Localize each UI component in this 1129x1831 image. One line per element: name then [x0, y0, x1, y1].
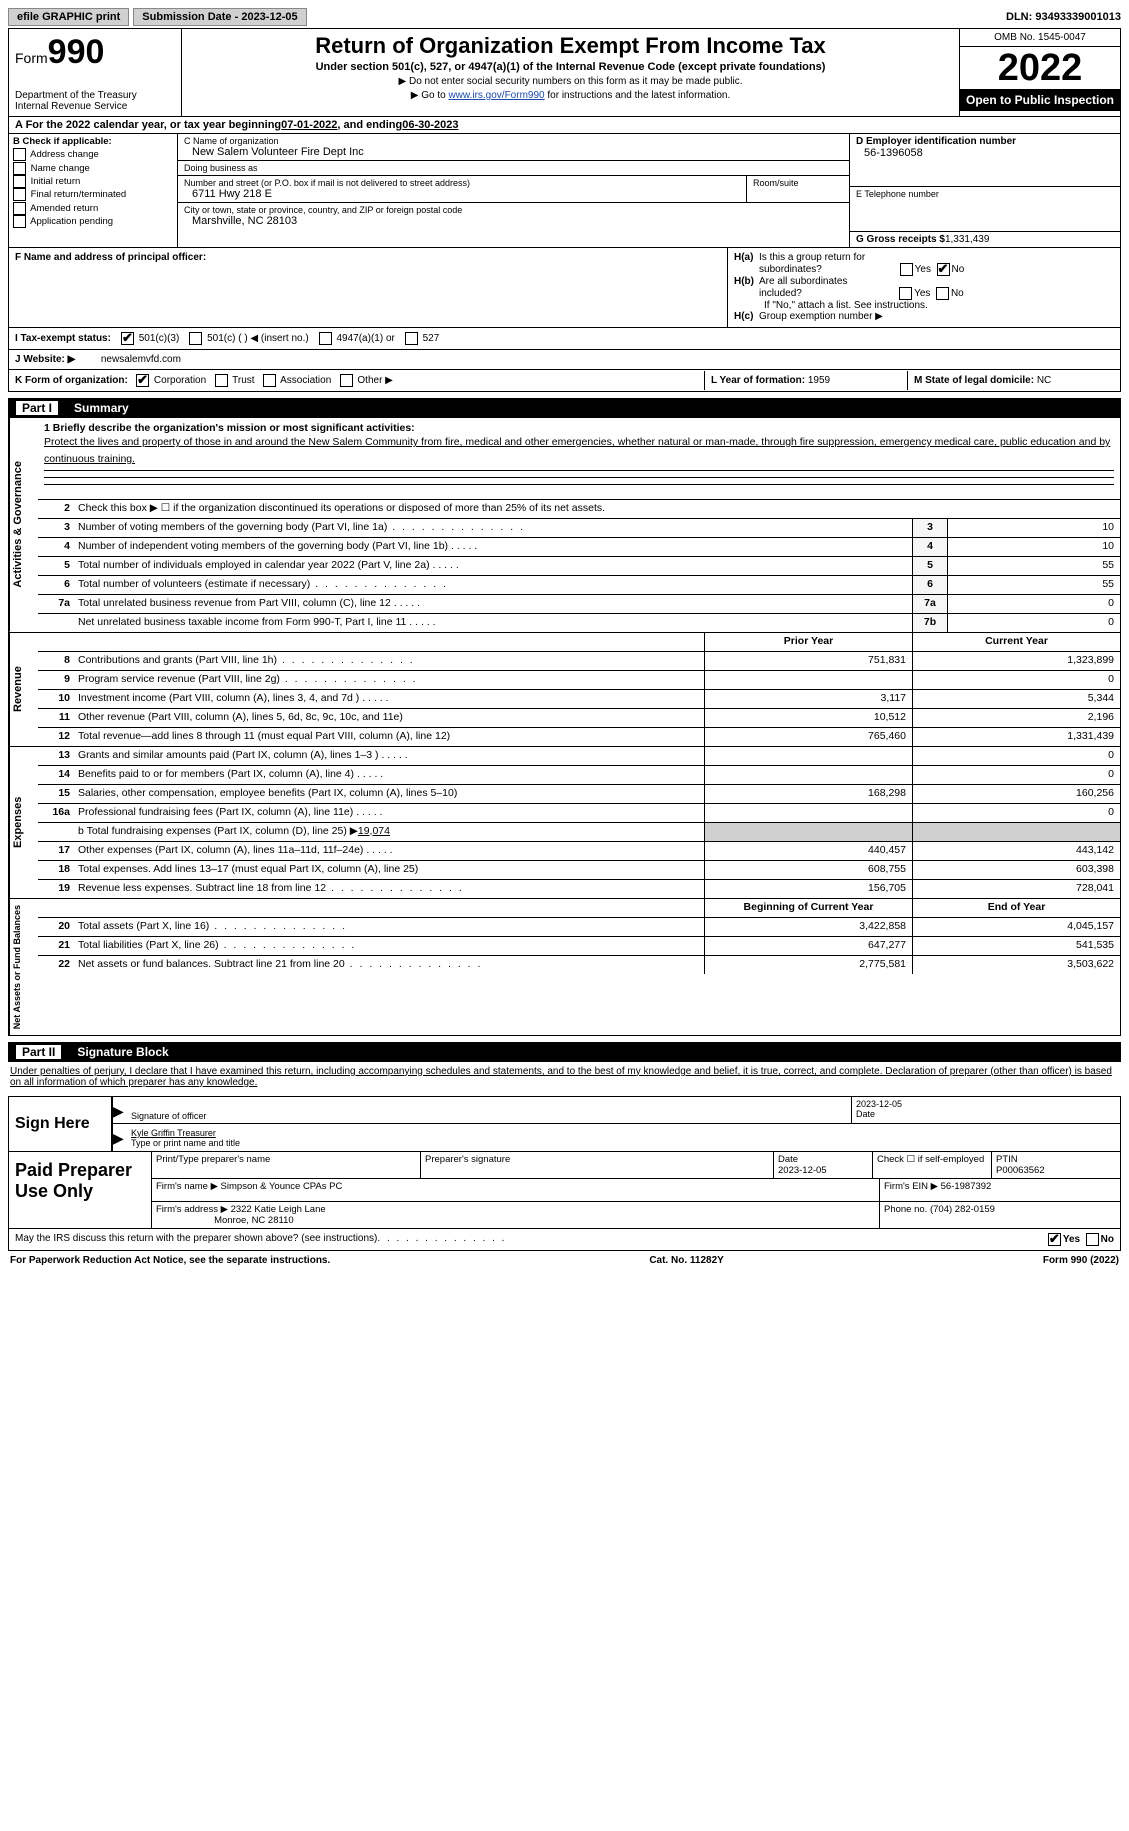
street: 6711 Hwy 218 E [184, 188, 740, 200]
revenue-section: Revenue Prior YearCurrent Year 8Contribu… [8, 633, 1121, 747]
sig-date: 2023-12-05 [856, 1099, 1116, 1109]
net-assets-section: Net Assets or Fund Balances Beginning of… [8, 899, 1121, 1036]
box-d: D Employer identification number 56-1396… [849, 134, 1120, 247]
vtab-net: Net Assets or Fund Balances [9, 899, 38, 1035]
prep-date: 2023-12-05 [778, 1165, 827, 1176]
return-title: Return of Organization Exempt From Incom… [188, 33, 953, 59]
footer: For Paperwork Reduction Act Notice, see … [8, 1251, 1121, 1270]
mission-label: 1 Briefly describe the organization's mi… [44, 422, 415, 434]
firm-name: Simpson & Younce CPAs PC [221, 1181, 343, 1192]
firm-phone: (704) 282-0159 [930, 1204, 995, 1215]
irs-link[interactable]: www.irs.gov/Form990 [448, 90, 544, 101]
website-value: newsalemvfd.com [101, 354, 181, 365]
vtab-activities: Activities & Governance [9, 418, 38, 632]
vtab-revenue: Revenue [9, 633, 38, 746]
val-7a: 0 [947, 595, 1120, 613]
expenses-section: Expenses 13Grants and similar amounts pa… [8, 747, 1121, 899]
box-b: B Check if applicable: Address change Na… [9, 134, 178, 247]
year-formation: 1959 [808, 375, 830, 386]
box-c: C Name of organization New Salem Volunte… [178, 134, 849, 247]
firm-addr2: Monroe, NC 28110 [214, 1215, 294, 1226]
ein: 56-1396058 [856, 147, 1114, 159]
box-f-label: F Name and address of principal officer: [15, 252, 206, 263]
irs-discuss-row: May the IRS discuss this return with the… [8, 1229, 1121, 1251]
part-ii-header: Part IISignature Block [8, 1042, 1121, 1062]
vtab-expenses: Expenses [9, 747, 38, 898]
tax-year: 2022 [960, 47, 1120, 89]
submission-button[interactable]: Submission Date - 2023-12-05 [133, 8, 306, 26]
activities-section: Activities & Governance 1 Briefly descri… [8, 418, 1121, 633]
city: Marshville, NC 28103 [184, 215, 843, 227]
dln-label: DLN: 93493339001013 [1006, 11, 1121, 23]
return-subtitle: Under section 501(c), 527, or 4947(a)(1)… [188, 61, 953, 73]
k-row: K Form of organization: Corporation Trus… [8, 370, 1121, 392]
note-ssn: ▶ Do not enter social security numbers o… [188, 76, 953, 87]
sign-here-label: Sign Here [9, 1097, 111, 1151]
preparer-block: Paid Preparer Use Only Print/Type prepar… [8, 1152, 1121, 1229]
mission-text: Protect the lives and property of those … [44, 436, 1110, 465]
val-6: 55 [947, 576, 1120, 594]
gross-receipts: 1,331,439 [945, 234, 990, 245]
officer-name: Kyle Griffin Treasurer [131, 1128, 1116, 1138]
org-info-row: B Check if applicable: Address change Na… [8, 134, 1121, 248]
form-label: Form [15, 50, 48, 66]
sign-here-block: Sign Here ▶ Signature of officer 2023-12… [8, 1096, 1121, 1152]
sig-intro: Under penalties of perjury, I declare th… [8, 1062, 1121, 1092]
fg-h-row: F Name and address of principal officer:… [8, 248, 1121, 328]
val-4: 10 [947, 538, 1120, 556]
tax-status-row: I Tax-exempt status: 501(c)(3) 501(c) ( … [8, 328, 1121, 350]
phone-label: E Telephone number [856, 189, 1114, 199]
efile-button[interactable]: efile GRAPHIC print [8, 8, 129, 26]
firm-ein: 56-1987392 [941, 1181, 992, 1192]
val-3: 10 [947, 519, 1120, 537]
val-5: 55 [947, 557, 1120, 575]
firm-addr1: 2322 Katie Leigh Lane [231, 1204, 326, 1215]
form-number: 990 [48, 33, 105, 71]
omb-number: OMB No. 1545-0047 [960, 29, 1120, 47]
form-header: Form990 Department of the Treasury Inter… [8, 28, 1121, 117]
period-row: A For the 2022 calendar year, or tax yea… [8, 117, 1121, 134]
inspection-label: Open to Public Inspection [960, 89, 1120, 111]
part-i-header: Part ISummary [8, 398, 1121, 418]
val-7b: 0 [947, 614, 1120, 632]
org-name: New Salem Volunteer Fire Dept Inc [184, 146, 843, 158]
preparer-label: Paid Preparer Use Only [9, 1152, 151, 1228]
note-link: ▶ Go to www.irs.gov/Form990 for instruct… [188, 90, 953, 101]
state-domicile: NC [1037, 375, 1051, 386]
website-row: J Website: ▶ newsalemvfd.com [8, 350, 1121, 370]
dept-label: Department of the Treasury Internal Reve… [15, 90, 175, 112]
ptin: P00063562 [996, 1165, 1045, 1176]
top-bar: efile GRAPHIC print Submission Date - 20… [8, 8, 1121, 26]
